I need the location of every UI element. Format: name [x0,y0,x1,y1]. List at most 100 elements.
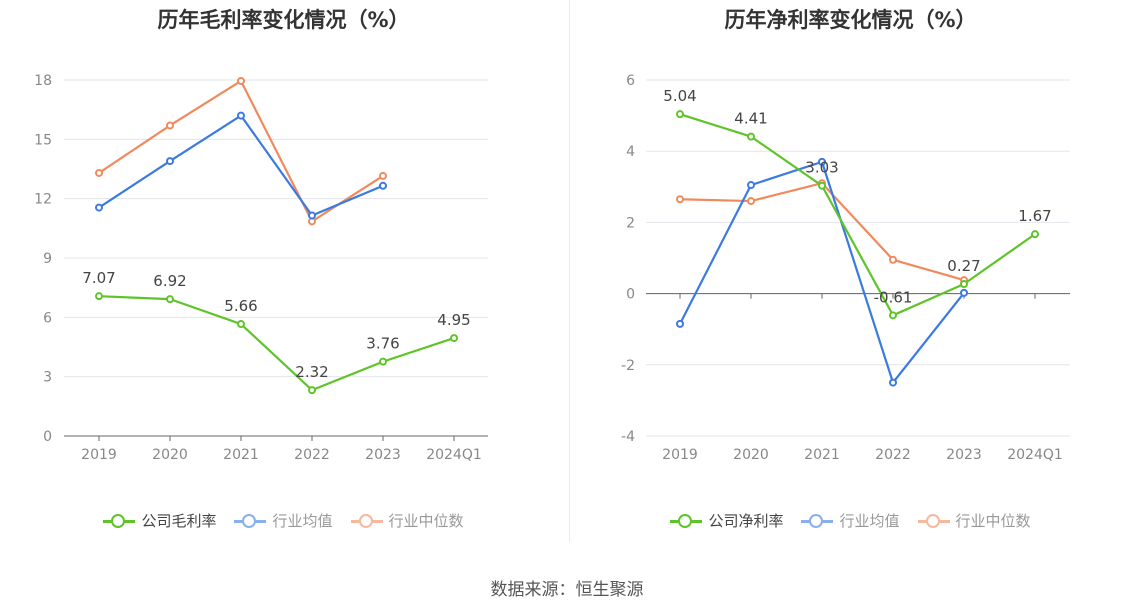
legend-marker-icon [670,513,703,528]
net-margin-legend: 公司净利率 行业均值 行业中位数 [567,510,1134,531]
gross-margin-chart-title: 历年毛利率变化情况（%） [157,8,410,32]
gross-margin-panel: 历年毛利率变化情况（%） 0 3 6 9 12 15 18 2019 2020 2021 2022 2… [0,0,567,560]
legend-label: 行业中位数 [388,512,464,530]
x-tick-label: 2024Q1 [1007,447,1063,463]
y-tick-label: 6 [43,310,52,326]
data-point [166,157,174,166]
data-point [676,110,684,119]
y-tick-label: 18 [34,73,52,89]
legend-label: 公司毛利率 [141,512,217,530]
gross-margin-chart: 0 3 6 9 12 15 18 2019 2020 2021 2022 2023 2024Q1 7.07… [34,73,488,463]
data-label: -0.61 [874,288,913,306]
legend-item[interactable]: 行业中位数 [917,510,1031,531]
legend-marker-icon [917,513,950,528]
data-point [818,181,826,190]
legend-label: 行业均值 [272,512,333,530]
series-line [98,295,455,392]
data-point [747,197,755,206]
data-label: 1.67 [1018,207,1051,225]
x-tick-label: 2021 [804,447,840,463]
legend-item[interactable]: 公司净利率 [670,510,783,531]
gross-margin-legend: 公司毛利率 行业均值 行业中位数 [0,510,567,531]
data-point [889,378,897,387]
data-label: 7.07 [82,269,115,287]
series-line [98,79,384,223]
net-margin-chart-title: 历年净利率变化情况（%） [724,8,977,32]
data-label: 3.76 [366,335,399,353]
y-tick-label: 0 [43,429,52,445]
x-tick-label: 2023 [365,447,401,463]
legend-item[interactable]: 行业均值 [801,510,900,531]
series-line [679,160,965,384]
data-point [237,76,245,85]
data-point [95,203,103,212]
legend-marker-icon [801,513,834,528]
x-tick-label: 2023 [946,447,982,463]
y-tick-label: 6 [626,73,635,89]
data-label: 3.03 [805,159,838,177]
x-tick-label: 2021 [223,447,259,463]
data-point [676,195,684,204]
data-label: 4.95 [437,311,470,329]
panel-divider [569,0,570,542]
data-point [747,181,755,190]
data-source-note: 数据来源：恒生聚源 [490,580,644,600]
data-label: 6.92 [153,272,186,290]
data-label: 0.27 [947,257,980,275]
legend-label: 行业均值 [839,512,900,530]
data-point [676,319,684,328]
data-label: 4.41 [734,110,767,128]
legend-marker-icon [350,513,383,528]
net-margin-chart: -4 -2 0 2 4 6 2019 2020 2021 2022 2023 2024Q1 5.04 4.… [621,73,1070,463]
legend-label: 公司净利率 [708,512,784,530]
x-tick-label: 2022 [875,447,911,463]
data-point [95,168,103,177]
data-point [237,320,245,329]
data-point [960,288,968,297]
y-tick-label: -4 [621,429,635,445]
legend-marker-icon [103,513,136,528]
data-label: 5.66 [224,297,257,315]
legend-marker-icon [234,513,267,528]
x-tick-label: 2020 [152,447,188,463]
data-point [1031,230,1039,239]
data-point [960,279,968,288]
data-label: 2.32 [295,363,328,381]
data-label: 5.04 [663,87,696,105]
data-point [308,211,316,220]
x-tick-label: 2019 [662,447,698,463]
x-tick-label: 2022 [294,447,330,463]
legend-item[interactable]: 行业均值 [234,510,333,531]
data-point [166,121,174,130]
data-point [95,292,103,301]
data-point [889,255,897,264]
data-point [889,311,897,320]
data-point [237,111,245,120]
data-point [450,334,458,343]
data-point [818,157,826,166]
x-tick-label: 2019 [81,447,117,463]
data-point [166,295,174,304]
data-point [379,171,387,180]
data-point [308,386,316,395]
x-tick-label: 2020 [733,447,769,463]
data-point [379,357,387,366]
series-line [98,114,384,217]
y-tick-label: 2 [626,215,635,231]
x-tick-label: 2024Q1 [426,447,482,463]
legend-item[interactable]: 公司毛利率 [103,510,216,531]
y-tick-label: 3 [43,370,52,386]
series-line [679,113,1036,317]
legend-label: 行业中位数 [955,512,1031,530]
y-tick-label: -2 [621,358,635,374]
data-point [379,181,387,190]
legend-item[interactable]: 行业中位数 [350,510,464,531]
net-margin-panel: 历年净利率变化情况（%） -4 -2 0 2 4 6 2019 2020 2021 2022 202… [567,0,1134,560]
data-point [747,132,755,141]
y-tick-label: 9 [43,251,52,267]
y-tick-label: 0 [626,287,635,303]
series-line [679,182,965,282]
y-tick-label: 12 [34,192,52,208]
y-tick-label: 4 [626,144,635,160]
y-tick-label: 15 [34,132,52,148]
